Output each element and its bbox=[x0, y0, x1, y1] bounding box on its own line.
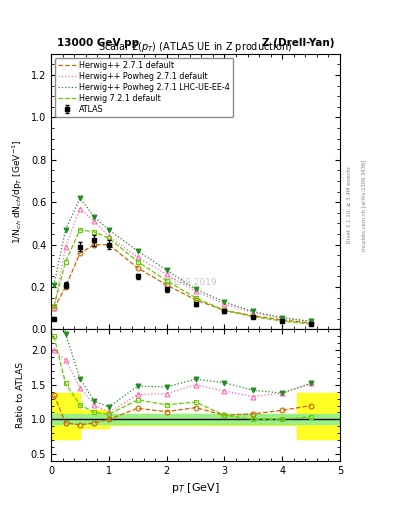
Herwig++ Powheg 2.7.1 LHC-UE-EE-4 bbox=[136, 248, 140, 254]
Herwig++ 2.7.1 default bbox=[193, 297, 198, 303]
Herwig++ Powheg 2.7.1 LHC-UE-EE-4 bbox=[78, 195, 83, 201]
X-axis label: p$_{T}$ [GeV]: p$_{T}$ [GeV] bbox=[171, 481, 220, 495]
Herwig++ 2.7.1 default bbox=[309, 320, 314, 326]
Herwig++ 2.7.1 default bbox=[51, 305, 56, 311]
Herwig++ 2.7.1 default bbox=[92, 242, 97, 248]
Line: Herwig++ Powheg 2.7.1 default: Herwig++ Powheg 2.7.1 default bbox=[54, 208, 311, 322]
Herwig 7.2.1 default bbox=[107, 235, 111, 241]
Herwig++ Powheg 2.7.1 LHC-UE-EE-4 bbox=[51, 282, 56, 288]
Herwig++ Powheg 2.7.1 LHC-UE-EE-4 bbox=[280, 315, 285, 321]
Herwig++ Powheg 2.7.1 default bbox=[92, 218, 97, 224]
Herwig 7.2.1 default bbox=[251, 314, 256, 320]
Herwig++ Powheg 2.7.1 LHC-UE-EE-4 bbox=[63, 227, 68, 233]
Herwig 7.2.1 default bbox=[193, 294, 198, 301]
Herwig 7.2.1 default bbox=[51, 303, 56, 309]
Line: Herwig++ 2.7.1 default: Herwig++ 2.7.1 default bbox=[54, 245, 311, 323]
Herwig 7.2.1 default bbox=[92, 229, 97, 235]
Herwig 7.2.1 default bbox=[136, 259, 140, 265]
Herwig++ Powheg 2.7.1 LHC-UE-EE-4 bbox=[251, 308, 256, 314]
Herwig 7.2.1 default bbox=[63, 259, 68, 265]
Title: Scalar $\Sigma(p_{T})$ (ATLAS UE in Z production): Scalar $\Sigma(p_{T})$ (ATLAS UE in Z pr… bbox=[98, 39, 293, 54]
Herwig++ Powheg 2.7.1 default bbox=[280, 315, 285, 321]
Herwig++ 2.7.1 default bbox=[107, 242, 111, 248]
Herwig++ Powheg 2.7.1 default bbox=[222, 301, 227, 307]
Herwig++ 2.7.1 default bbox=[280, 317, 285, 323]
Herwig++ Powheg 2.7.1 LHC-UE-EE-4 bbox=[222, 299, 227, 305]
Herwig++ Powheg 2.7.1 default bbox=[164, 271, 169, 278]
Herwig++ Powheg 2.7.1 default bbox=[193, 288, 198, 294]
Herwig 7.2.1 default bbox=[309, 321, 314, 327]
Herwig 7.2.1 default bbox=[164, 278, 169, 284]
Herwig++ Powheg 2.7.1 default bbox=[136, 254, 140, 261]
Line: Herwig 7.2.1 default: Herwig 7.2.1 default bbox=[54, 230, 311, 324]
Legend: Herwig++ 2.7.1 default, Herwig++ Powheg 2.7.1 default, Herwig++ Powheg 2.7.1 LHC: Herwig++ 2.7.1 default, Herwig++ Powheg … bbox=[55, 58, 233, 117]
Herwig++ 2.7.1 default bbox=[63, 284, 68, 290]
Herwig++ 2.7.1 default bbox=[251, 313, 256, 319]
Herwig++ 2.7.1 default bbox=[136, 265, 140, 271]
Herwig++ Powheg 2.7.1 LHC-UE-EE-4 bbox=[193, 286, 198, 292]
Herwig++ Powheg 2.7.1 default bbox=[51, 305, 56, 311]
Text: 13000 GeV pp: 13000 GeV pp bbox=[57, 38, 139, 48]
Herwig++ Powheg 2.7.1 LHC-UE-EE-4 bbox=[92, 214, 97, 220]
Line: Herwig++ Powheg 2.7.1 LHC-UE-EE-4: Herwig++ Powheg 2.7.1 LHC-UE-EE-4 bbox=[54, 198, 311, 322]
Herwig++ Powheg 2.7.1 LHC-UE-EE-4 bbox=[164, 267, 169, 273]
Herwig++ Powheg 2.7.1 default bbox=[107, 233, 111, 239]
Herwig++ Powheg 2.7.1 default bbox=[63, 244, 68, 250]
Text: mcplots.cern.ch [arXiv:1306.3436]: mcplots.cern.ch [arXiv:1306.3436] bbox=[362, 159, 367, 250]
Herwig++ Powheg 2.7.1 default bbox=[78, 205, 83, 211]
Herwig++ 2.7.1 default bbox=[78, 250, 83, 256]
Herwig++ Powheg 2.7.1 default bbox=[309, 318, 314, 325]
Text: Rivet 3.1.10, ≥ 3.4M events: Rivet 3.1.10, ≥ 3.4M events bbox=[347, 166, 352, 243]
Herwig++ Powheg 2.7.1 LHC-UE-EE-4 bbox=[107, 227, 111, 233]
Herwig++ Powheg 2.7.1 LHC-UE-EE-4 bbox=[309, 318, 314, 325]
Herwig 7.2.1 default bbox=[222, 307, 227, 313]
Herwig 7.2.1 default bbox=[78, 227, 83, 233]
Herwig++ 2.7.1 default bbox=[164, 282, 169, 288]
Text: Z (Drell-Yan): Z (Drell-Yan) bbox=[262, 38, 334, 48]
Y-axis label: 1/N$_{ch}$ dN$_{ch}$/dp$_{T}$ [GeV$^{-1}$]: 1/N$_{ch}$ dN$_{ch}$/dp$_{T}$ [GeV$^{-1}… bbox=[11, 139, 25, 244]
Text: ATLAS 2019: ATLAS 2019 bbox=[163, 279, 217, 287]
Herwig 7.2.1 default bbox=[280, 318, 285, 324]
Herwig++ 2.7.1 default bbox=[222, 307, 227, 313]
Herwig++ Powheg 2.7.1 default bbox=[251, 309, 256, 315]
Y-axis label: Ratio to ATLAS: Ratio to ATLAS bbox=[16, 362, 25, 428]
